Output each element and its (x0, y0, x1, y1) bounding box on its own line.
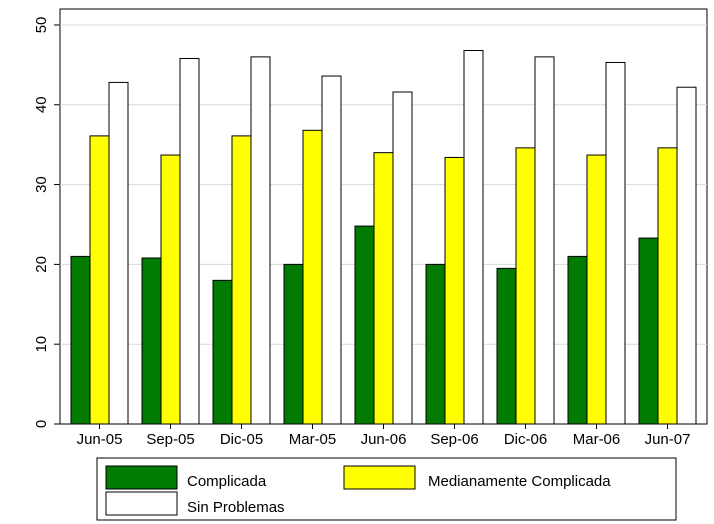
bar (355, 226, 374, 424)
legend-label: Medianamente Complicada (428, 473, 611, 490)
bar (322, 76, 341, 424)
bar (677, 87, 696, 424)
bar (180, 58, 199, 424)
bar (213, 280, 232, 424)
bar (606, 62, 625, 424)
bar (303, 130, 322, 424)
bar (90, 136, 109, 424)
bar (142, 258, 161, 424)
bar (639, 238, 658, 424)
bar (568, 256, 587, 424)
legend-swatch (106, 492, 177, 515)
bar (587, 155, 606, 424)
legend: Complicada Medianamente Complicada Sin Pro… (97, 458, 676, 520)
legend-label: Sin Problemas (187, 499, 285, 516)
y-axis: 0 10 20 30 40 50 (33, 17, 60, 429)
legend-swatch (106, 466, 177, 489)
x-tick-label: Mar-06 (573, 431, 621, 448)
bar (251, 57, 270, 424)
bar (161, 155, 180, 424)
bar (393, 92, 412, 424)
x-tick-label: Jun-07 (645, 431, 691, 448)
y-tick-label: 20 (33, 256, 50, 273)
bar (497, 268, 516, 424)
legend-label: Complicada (187, 473, 267, 490)
bar (658, 148, 677, 424)
bar (374, 153, 393, 424)
x-axis: Jun-05 Sep-05 Dic-05 Mar-05 Jun-06 Sep-06 Dic-… (77, 424, 691, 448)
bar (109, 82, 128, 424)
bar (516, 148, 535, 424)
y-tick-label: 10 (33, 336, 50, 353)
bar (535, 57, 554, 424)
bar (71, 256, 90, 424)
bar (464, 51, 483, 425)
x-tick-label: Jun-06 (361, 431, 407, 448)
y-tick-label: 40 (33, 96, 50, 113)
bar (445, 157, 464, 424)
x-tick-label: Sep-06 (430, 431, 478, 448)
x-tick-label: Jun-05 (77, 431, 123, 448)
y-tick-label: 0 (33, 420, 50, 428)
bar (232, 136, 251, 424)
x-tick-label: Dic-05 (220, 431, 263, 448)
y-tick-label: 50 (33, 17, 50, 34)
x-tick-label: Mar-05 (289, 431, 337, 448)
bar (426, 264, 445, 424)
legend-swatch (344, 466, 415, 489)
y-tick-label: 30 (33, 176, 50, 193)
bar (284, 264, 303, 424)
x-tick-label: Dic-06 (504, 431, 547, 448)
x-tick-label: Sep-05 (146, 431, 194, 448)
